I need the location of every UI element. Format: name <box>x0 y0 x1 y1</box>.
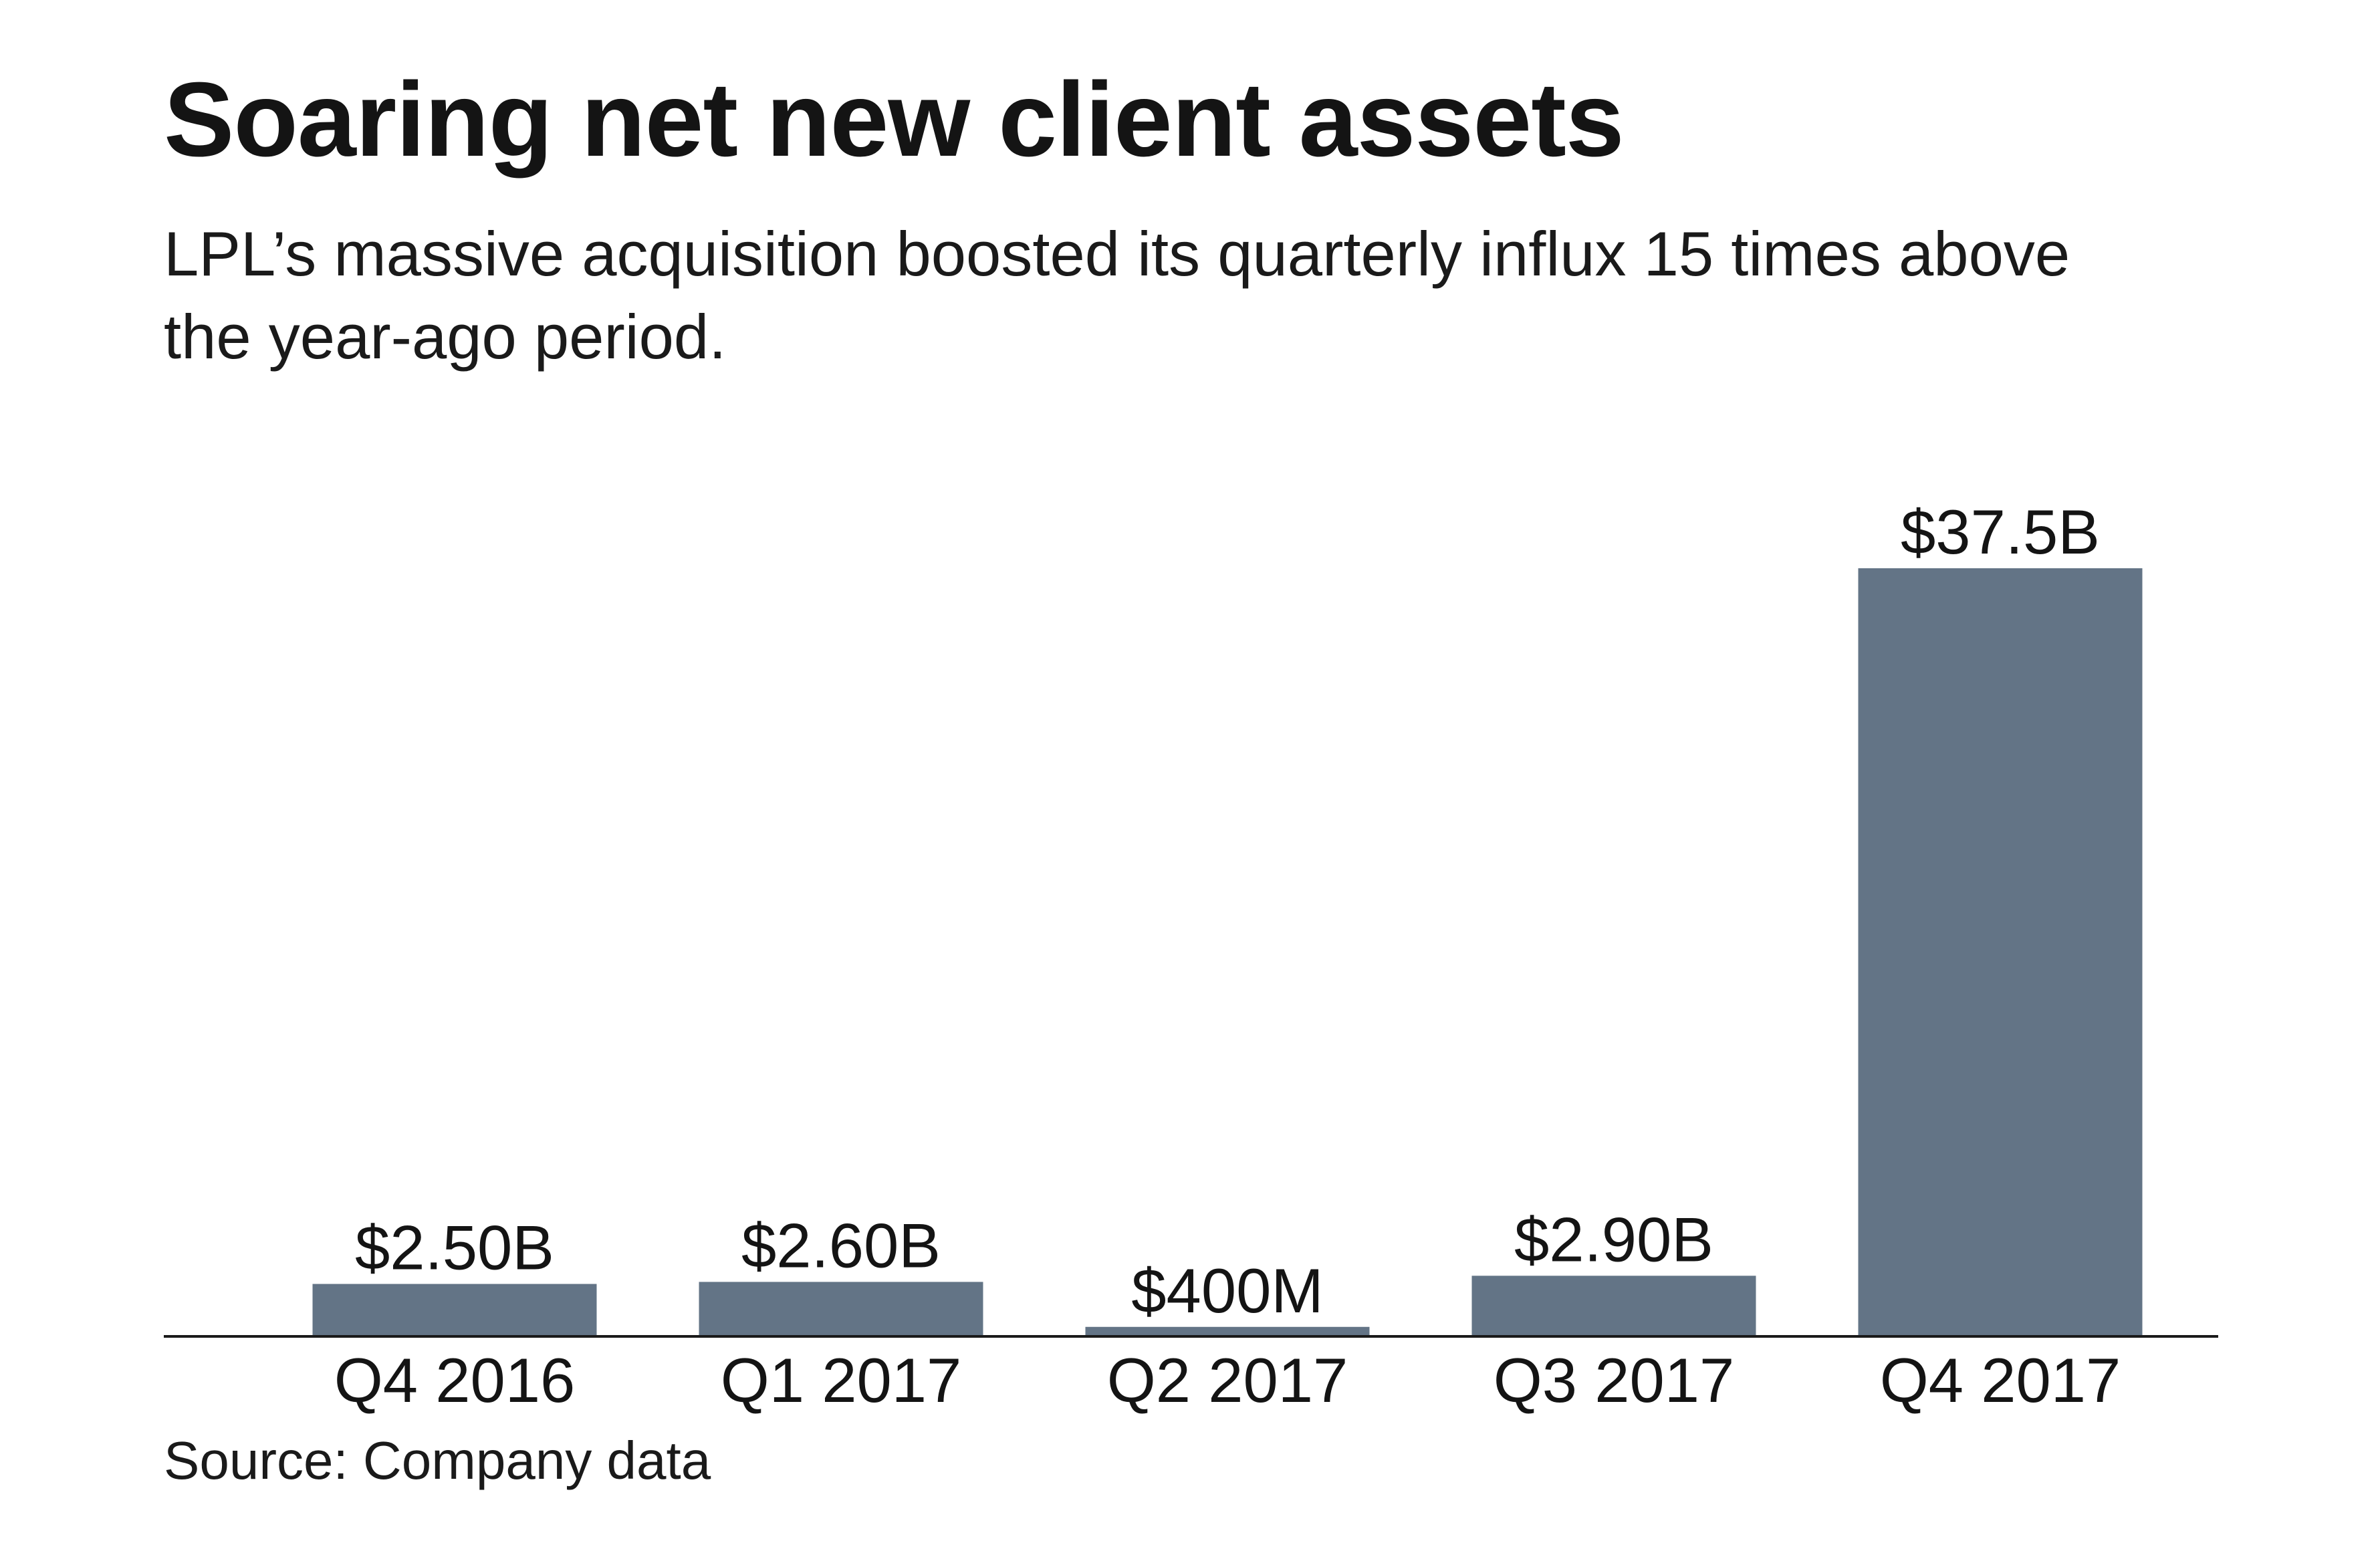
x-tick-label-q1-2017: Q1 2017 <box>721 1345 962 1415</box>
value-label-q3-2017: $2.90B <box>1514 1204 1713 1274</box>
x-tick-label-q4-2017: Q4 2017 <box>1880 1345 2121 1415</box>
chart-title: Soaring net new client assets <box>164 61 1625 178</box>
value-label-q4-2016: $2.50B <box>355 1213 554 1283</box>
x-tick-label-q3-2017: Q3 2017 <box>1494 1345 1735 1415</box>
value-label-q1-2017: $2.60B <box>741 1210 941 1280</box>
value-label-q2-2017: $400M <box>1131 1256 1323 1326</box>
bars-group <box>312 568 2143 1335</box>
value-label-q4-2017: $37.5B <box>1901 497 2100 567</box>
bar-q4-2016 <box>312 1284 597 1335</box>
bar-q3-2017 <box>1471 1276 1756 1335</box>
source-note: Source: Company data <box>164 1431 711 1490</box>
bar-q2-2017 <box>1085 1326 1370 1335</box>
x-tick-labels-group: Q4 2016 Q1 2017 Q2 2017 Q3 2017 Q4 2017 <box>334 1345 2121 1415</box>
bar-q4-2017 <box>1858 568 2143 1335</box>
x-tick-label-q2-2017: Q2 2017 <box>1107 1345 1348 1415</box>
value-labels-group: $2.50B $2.60B $400M $2.90B $37.5B <box>355 497 2100 1326</box>
chart-subtitle: LPL’s massive acquisition boosted its qu… <box>164 219 2070 372</box>
bar-q1-2017 <box>699 1282 983 1335</box>
x-tick-label-q4-2016: Q4 2016 <box>334 1345 576 1415</box>
